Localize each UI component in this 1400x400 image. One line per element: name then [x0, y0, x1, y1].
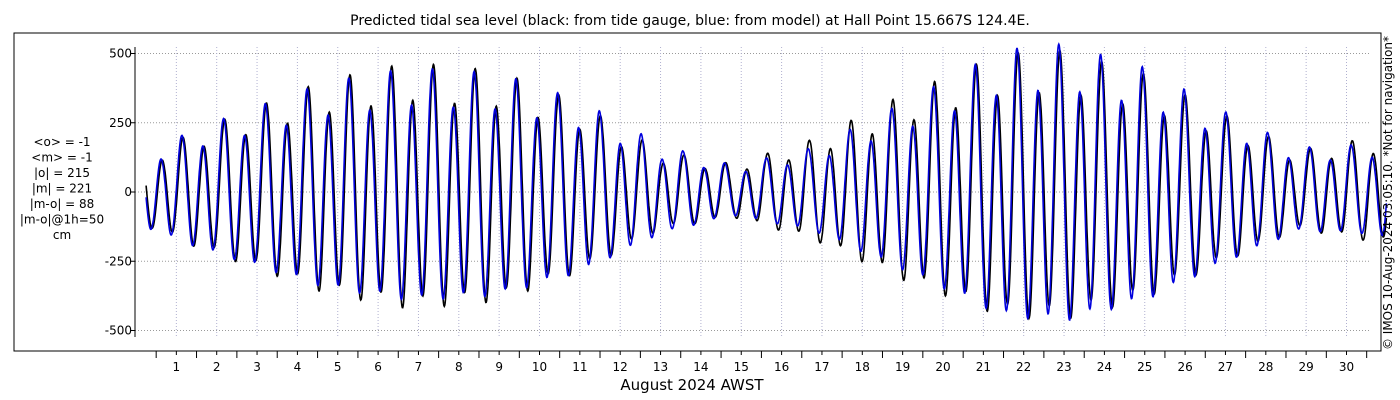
x-tick-label: 23: [1056, 360, 1071, 374]
x-tick-label: 28: [1258, 360, 1273, 374]
x-tick-label: 20: [935, 360, 950, 374]
x-tick-label: 24: [1097, 360, 1112, 374]
x-tick-label: 5: [334, 360, 342, 374]
series-layer: [145, 42, 1388, 322]
stat-line: |o| = 215: [34, 166, 90, 180]
x-tick-label: 16: [774, 360, 789, 374]
stat-line: |m-o|@1h=50: [20, 213, 104, 227]
x-tick-label: 27: [1218, 360, 1233, 374]
x-tick-label: 4: [294, 360, 302, 374]
stat-line: <o> = -1: [33, 135, 90, 149]
y-tick-labels: 500 250 0 -250 -500: [105, 47, 132, 338]
axes: [131, 47, 1368, 358]
x-tick-labels: 1 2 3 4 5 6 7 8 9 10 11 12 13 14 15 16 17 18 19 20 21 22 23 24 2…: [173, 360, 1355, 374]
x-tick-label: 18: [855, 360, 870, 374]
stat-line: |m-o| = 88: [30, 197, 95, 211]
x-tick-label: 19: [895, 360, 910, 374]
y-tick-label: -250: [105, 254, 132, 268]
stat-line: |m| = 221: [32, 182, 92, 196]
x-axis-label: August 2024 AWST: [620, 376, 764, 394]
x-tick-label: 26: [1177, 360, 1192, 374]
statistics-panel: <o> = -1 <m> = -1|o| = 215 |m| = 221|m-o| …: [20, 135, 104, 242]
x-tick-label: 17: [814, 360, 829, 374]
x-tick-label: 9: [495, 360, 503, 374]
y-tick-label: 500: [109, 47, 132, 61]
x-tick-label: 30: [1339, 360, 1354, 374]
x-tick-label: 11: [572, 360, 587, 374]
stat-line: cm: [53, 228, 71, 242]
stat-line: <m> = -1: [31, 151, 92, 165]
outer-frame: [13, 32, 1382, 352]
x-tick-label: 6: [374, 360, 382, 374]
x-tick-label: 1: [173, 360, 181, 374]
series-line-model: [145, 42, 1388, 322]
series-line-gauge: [145, 49, 1388, 321]
x-tick-label: 14: [693, 360, 708, 374]
x-tick-label: 8: [455, 360, 463, 374]
x-tick-label: 29: [1299, 360, 1314, 374]
x-tick-label: 25: [1137, 360, 1152, 374]
y-tick-label: -500: [105, 324, 132, 338]
x-tick-label: 21: [976, 360, 991, 374]
y-tick-label: 0: [124, 185, 132, 199]
x-tick-label: 12: [613, 360, 628, 374]
chart-title: Predicted tidal sea level (black: from t…: [350, 13, 1030, 29]
credit-text: © IMOS 10-Aug-2024 03:05:10. *Not for na…: [1381, 36, 1395, 350]
y-tick-label: 250: [109, 116, 132, 130]
x-tick-label: 10: [532, 360, 547, 374]
x-tick-label: 22: [1016, 360, 1031, 374]
x-tick-label: 3: [253, 360, 261, 374]
x-tick-label: 7: [415, 360, 423, 374]
x-tick-label: 13: [653, 360, 668, 374]
x-tick-label: 15: [734, 360, 749, 374]
x-tick-label: 2: [213, 360, 221, 374]
